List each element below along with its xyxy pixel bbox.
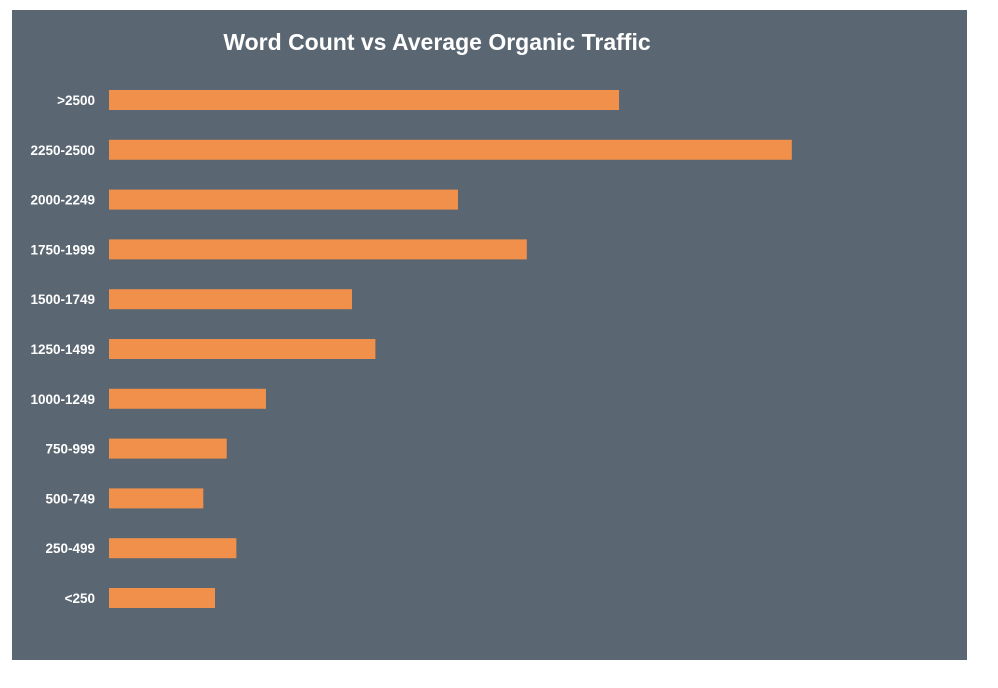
- category-label-10: <250: [65, 591, 95, 606]
- bar-9: [109, 538, 237, 559]
- bar-8: [109, 488, 204, 509]
- chart-panel: Word Count vs Average Organic Traffic >2…: [12, 10, 967, 660]
- category-labels: >2500 2250-2500 2000-2249 1750-1999 1500-174…: [30, 93, 95, 606]
- bar-10: [109, 588, 216, 608]
- bars-group: [109, 90, 792, 608]
- bar-1: [109, 139, 792, 160]
- bar-chart: Word Count vs Average Organic Traffic >2…: [30, 29, 792, 608]
- category-label-8: 500-749: [45, 491, 95, 506]
- bar-6: [109, 388, 266, 409]
- category-label-7: 750-999: [45, 442, 95, 457]
- bar-7: [109, 438, 227, 459]
- bar-5: [109, 339, 376, 359]
- category-label-6: 1000-1249: [30, 392, 95, 407]
- bar-3: [109, 239, 527, 260]
- category-label-1: 2250-2500: [30, 143, 95, 158]
- bar-4: [109, 289, 352, 310]
- bar-2: [109, 189, 458, 210]
- category-label-9: 250-499: [45, 541, 95, 556]
- category-label-5: 1250-1499: [30, 342, 95, 357]
- category-label-2: 2000-2249: [30, 193, 95, 208]
- category-label-3: 1750-1999: [30, 242, 95, 257]
- category-label-0: >2500: [57, 93, 95, 108]
- bar-0: [109, 90, 620, 110]
- category-label-4: 1500-1749: [30, 292, 95, 307]
- chart-title: Word Count vs Average Organic Traffic: [223, 29, 651, 55]
